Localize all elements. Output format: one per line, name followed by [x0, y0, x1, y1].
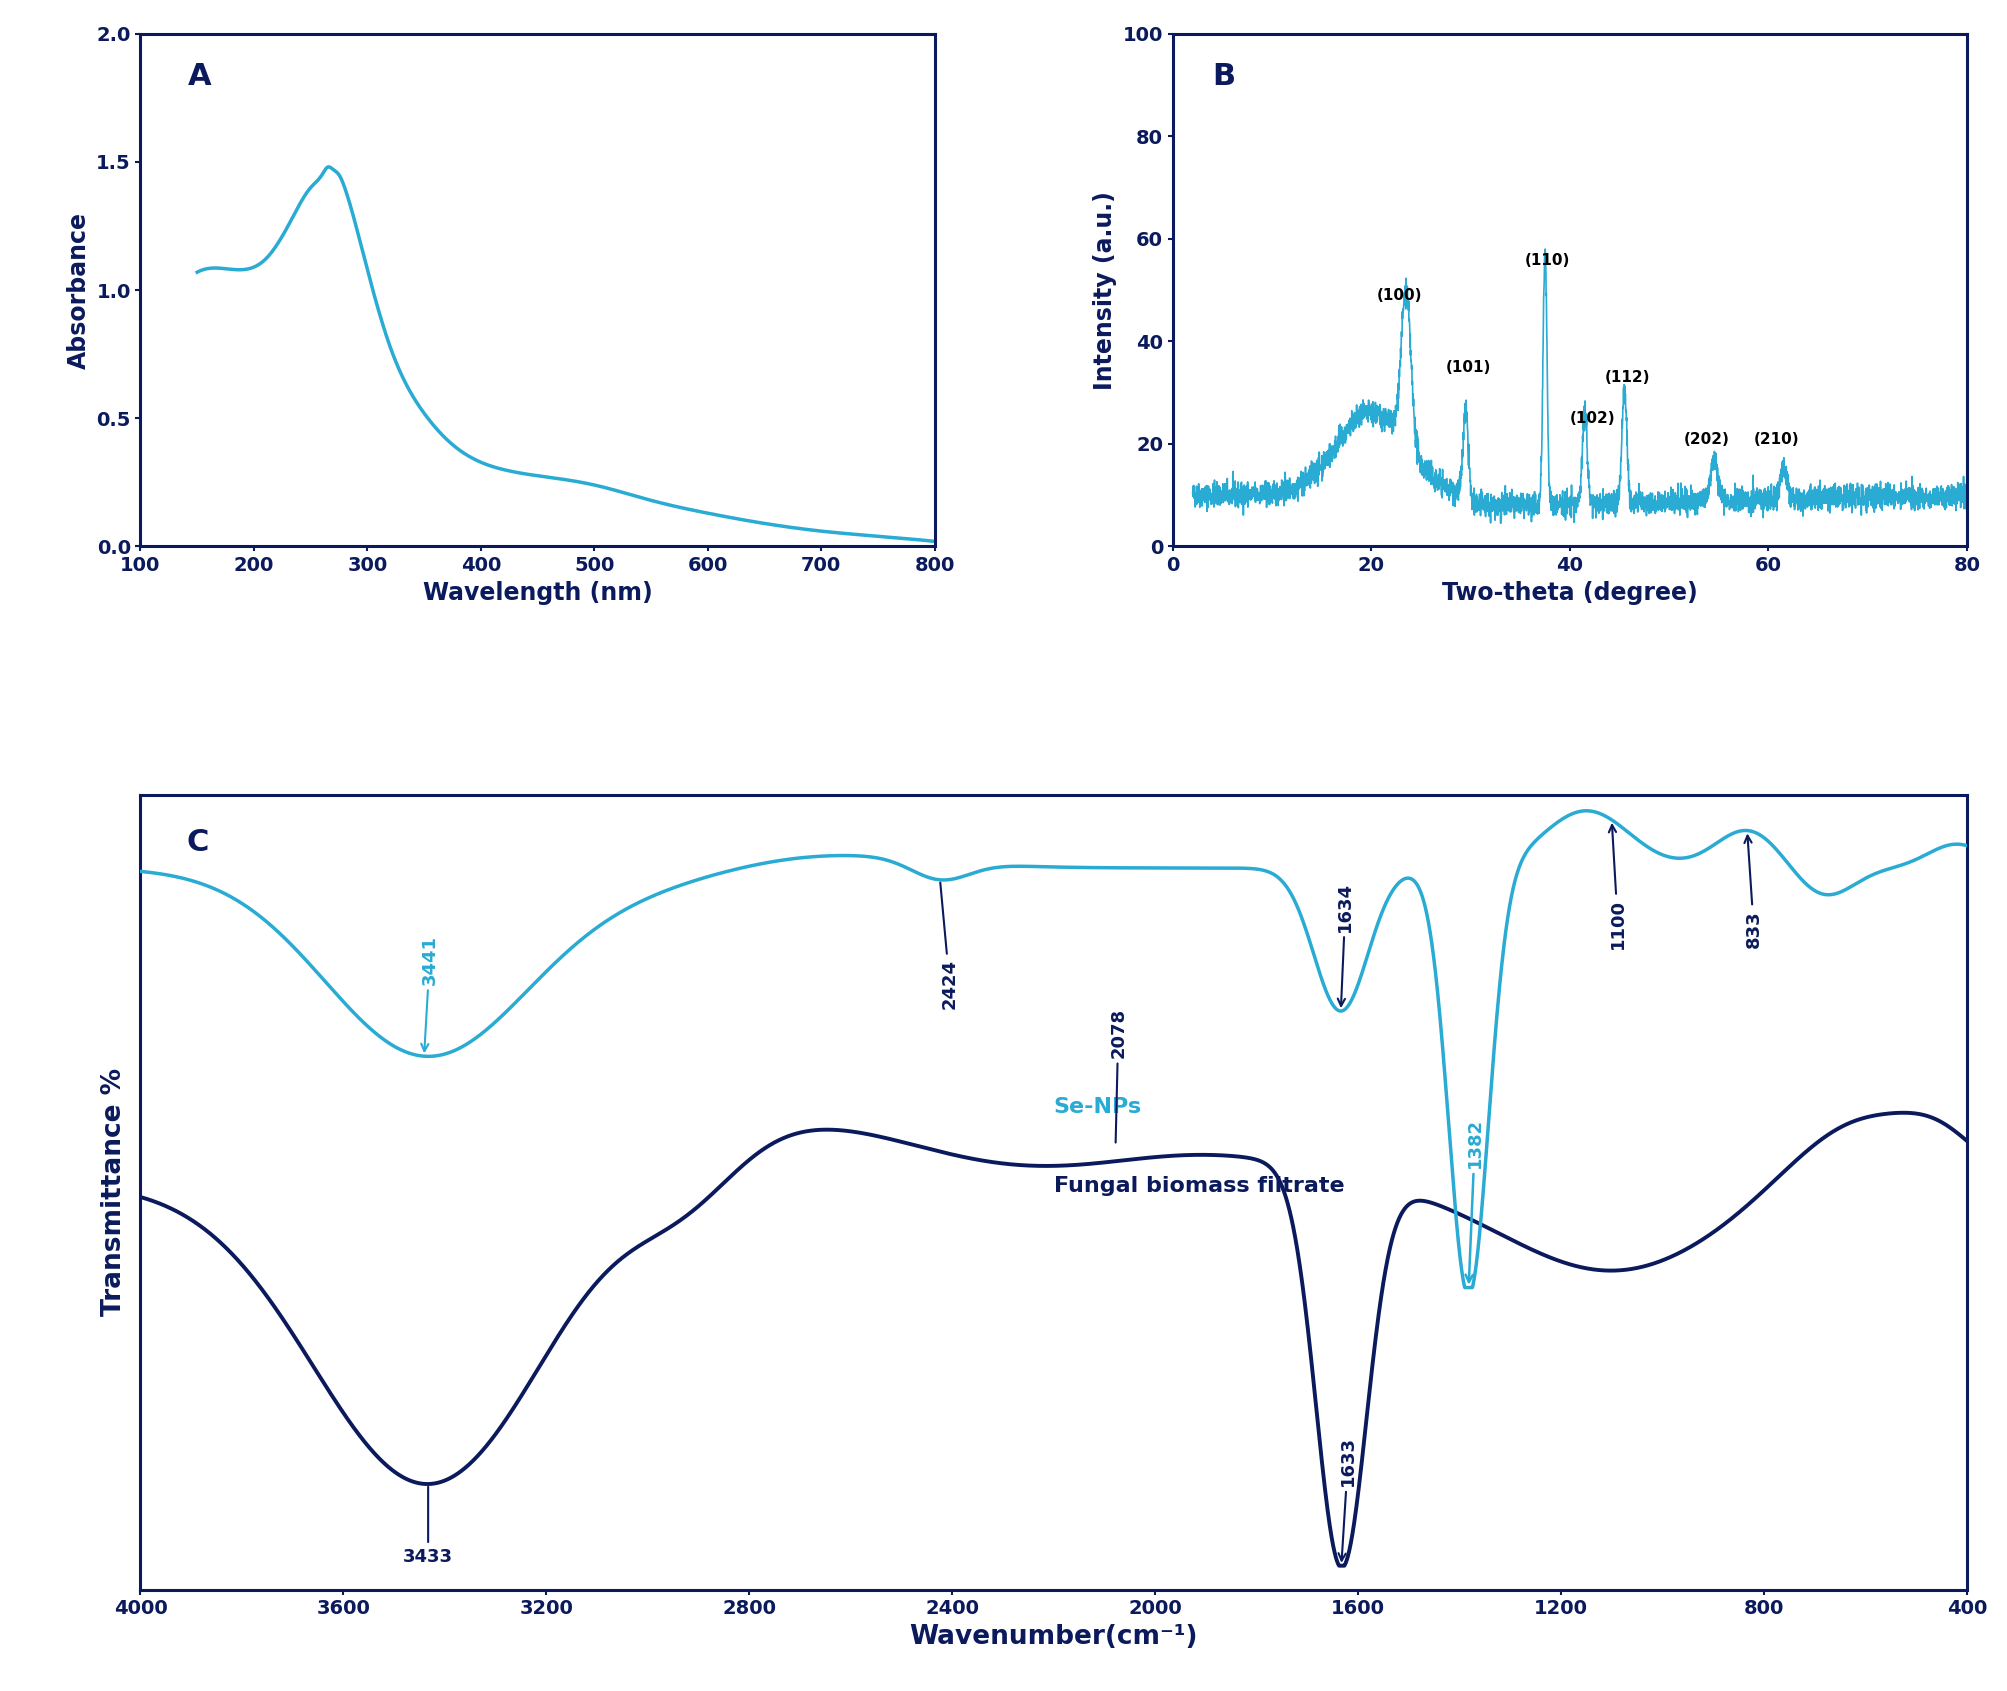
Text: 1100: 1100 — [1610, 825, 1628, 949]
Text: 1382: 1382 — [1465, 1118, 1483, 1282]
Text: (210): (210) — [1754, 431, 1798, 446]
Text: (102): (102) — [1569, 411, 1616, 426]
Y-axis label: Absorbance: Absorbance — [66, 211, 90, 369]
Text: A: A — [189, 63, 213, 91]
Text: (100): (100) — [1377, 289, 1421, 303]
Text: (110): (110) — [1525, 252, 1571, 267]
Text: Se-NPs: Se-NPs — [1054, 1097, 1142, 1116]
Text: 2424: 2424 — [941, 883, 959, 1010]
X-axis label: Two-theta (degree): Two-theta (degree) — [1441, 580, 1698, 605]
Text: 1633: 1633 — [1339, 1436, 1357, 1561]
Text: Fungal biomass filtrate: Fungal biomass filtrate — [1054, 1177, 1345, 1196]
Text: 3433: 3433 — [403, 1486, 454, 1566]
Text: (101): (101) — [1445, 360, 1491, 375]
X-axis label: Wavelength (nm): Wavelength (nm) — [423, 580, 652, 605]
Text: (112): (112) — [1604, 370, 1650, 386]
Y-axis label: Transmittance %: Transmittance % — [100, 1069, 126, 1316]
Y-axis label: Intensity (a.u.): Intensity (a.u.) — [1094, 191, 1118, 389]
Text: 2078: 2078 — [1110, 1008, 1128, 1143]
Text: C: C — [187, 827, 209, 857]
Text: 833: 833 — [1744, 835, 1762, 947]
X-axis label: Wavenumber(cm⁻¹): Wavenumber(cm⁻¹) — [909, 1623, 1198, 1650]
Text: (202): (202) — [1684, 431, 1730, 446]
Text: B: B — [1212, 63, 1236, 91]
Text: 1634: 1634 — [1337, 881, 1355, 1006]
Text: 3441: 3441 — [421, 935, 440, 1052]
